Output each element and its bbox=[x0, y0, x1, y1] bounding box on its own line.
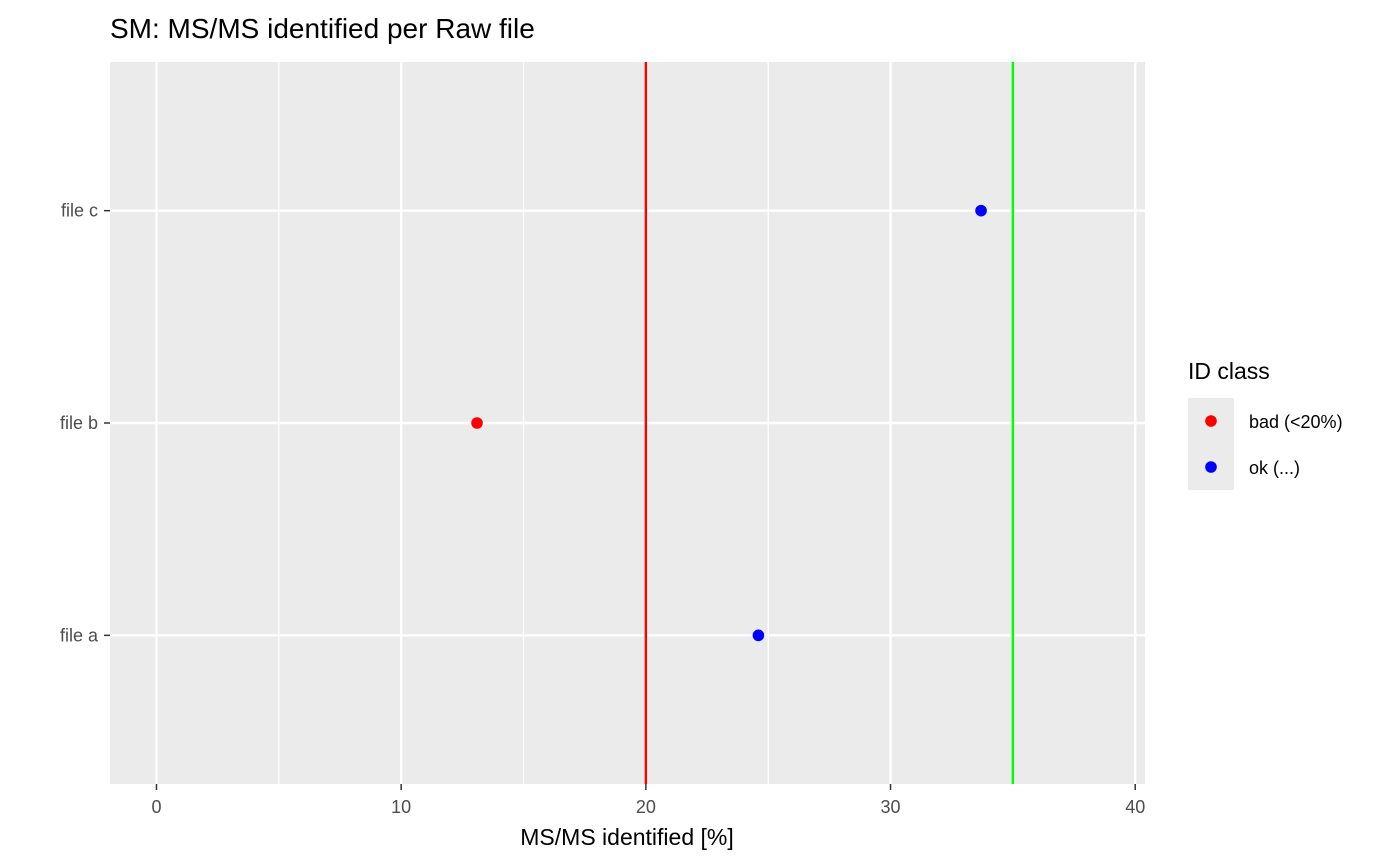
x-tick-label-0: 0 bbox=[151, 797, 161, 817]
reference-lines bbox=[644, 62, 1015, 784]
data-point-0 bbox=[752, 629, 765, 642]
legend-label-1: ok (...) bbox=[1249, 458, 1300, 478]
legend: ID class bad (<20%) ok (...) bbox=[1188, 358, 1343, 490]
x-tick-label-3: 30 bbox=[881, 797, 901, 817]
x-tick-label-4: 40 bbox=[1125, 797, 1145, 817]
y-tick-label-1: file b bbox=[60, 413, 98, 433]
legend-title: ID class bbox=[1188, 358, 1270, 384]
data-points bbox=[471, 204, 987, 642]
x-axis-title: MS/MS identified [%] bbox=[520, 824, 733, 850]
legend-label-0: bad (<20%) bbox=[1249, 412, 1343, 432]
y-tick-label-0: file a bbox=[60, 625, 99, 645]
x-tick-label-2: 20 bbox=[636, 797, 656, 817]
x-tick-label-1: 10 bbox=[391, 797, 411, 817]
y-axis: file a file b file c bbox=[60, 201, 110, 645]
x-axis: 0 10 20 30 40 bbox=[151, 784, 1145, 817]
chart-title: SM: MS/MS identified per Raw file bbox=[110, 13, 535, 44]
legend-entries: bad (<20%) ok (...) bbox=[1188, 398, 1343, 490]
legend-marker-1 bbox=[1205, 461, 1217, 473]
data-point-2 bbox=[975, 204, 987, 217]
y-tick-label-2: file c bbox=[61, 201, 98, 221]
data-point-1 bbox=[471, 417, 483, 429]
legend-marker-0 bbox=[1205, 415, 1217, 427]
